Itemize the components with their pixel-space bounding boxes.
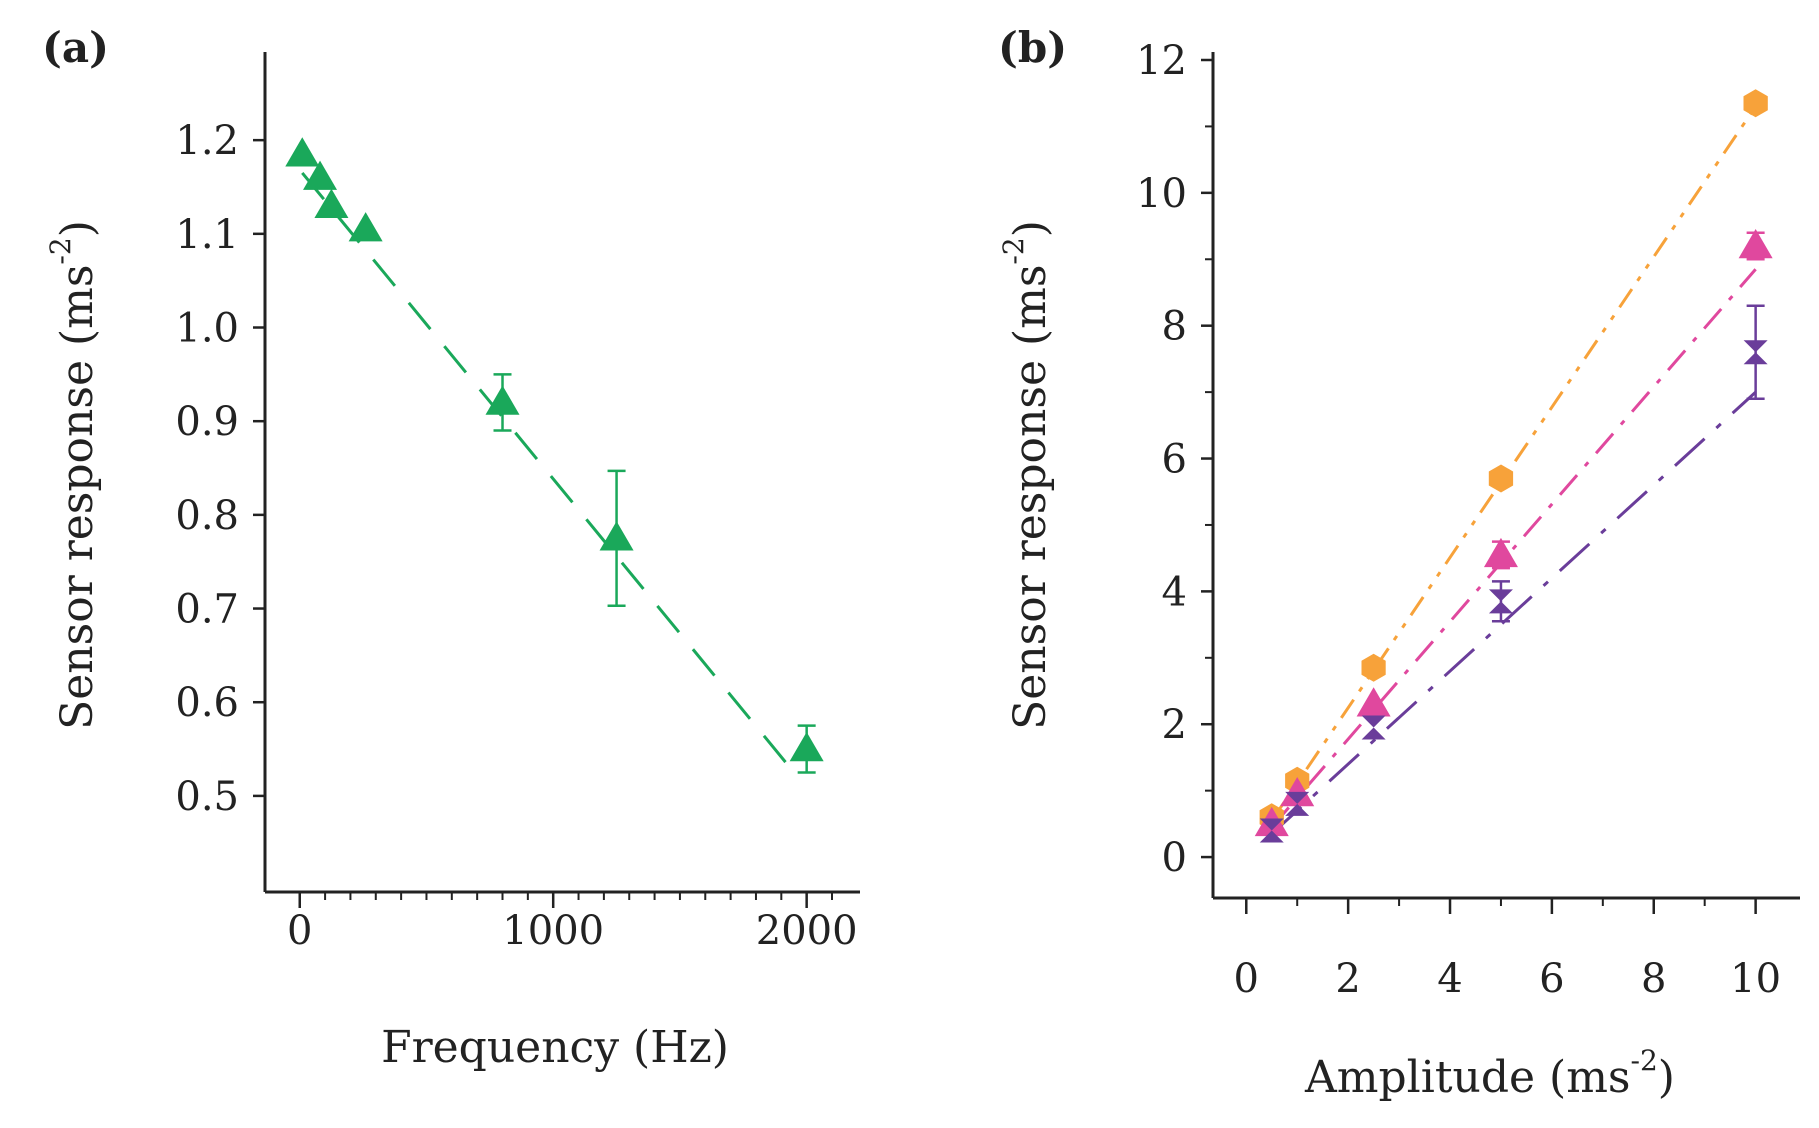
panel-b-fit-line-2 — [1270, 391, 1757, 835]
panel-b-x-tick-label: 8 — [1641, 956, 1666, 1002]
panel-b-y-tick-label: 4 — [1162, 569, 1187, 615]
panel-b-y-tick-label: 10 — [1136, 171, 1187, 217]
panel-a-ticks: 0.5 0.6 0.7 0.8 0.9 1.0 1.1 1.2 0 1000 2000 — [175, 118, 857, 954]
svg-text:Sensor response (ms-2): Sensor response (ms-2) — [997, 220, 1056, 730]
panel-b-x-axis-label-sup: -2 — [1631, 1044, 1658, 1077]
panel-b-y-axis-label-sup: -2 — [997, 237, 1030, 264]
panel-a-x-tick-label: 0 — [287, 908, 312, 954]
panel-b-x-tick-label: 10 — [1730, 956, 1781, 1002]
panel-a-x-tick-label: 1000 — [502, 908, 604, 954]
panel-a-response-point — [303, 160, 338, 190]
panel-a-x-axis-label: Frequency (Hz) — [381, 1022, 729, 1073]
panel-b-fit-line-1 — [1270, 268, 1757, 829]
panel-b-orange-point — [1361, 653, 1386, 682]
panel-a-response-point — [789, 732, 824, 762]
panel-b-purple-point — [1259, 818, 1284, 843]
panel-b-x-axis-label-main: Amplitude (ms — [1304, 1052, 1631, 1103]
panel-b-y-tick-label: 8 — [1162, 304, 1187, 350]
panel-a-y-tick-label: 1.1 — [175, 212, 239, 258]
panel-b-x-tick-label: 2 — [1335, 956, 1360, 1002]
panel-a-fit-lines — [301, 171, 796, 774]
panel-a-response-point — [485, 385, 520, 415]
panel-a-y-axis-label-close: ) — [52, 220, 103, 237]
panel-b-label: (b) — [998, 23, 1067, 72]
panel-b-x-tick-label: 6 — [1539, 956, 1564, 1002]
panel-b-ticks: 0 2 4 6 8 10 12 0 2 4 6 8 10 — [1136, 38, 1781, 1002]
panel-b-y-tick-label: 12 — [1136, 38, 1187, 84]
panel-a-label: (a) — [42, 23, 109, 72]
panel-a-response-point — [314, 188, 349, 218]
panel-a-y-axis-label: Sensor response (ms-2) — [44, 220, 103, 730]
panel-b-orange-point — [1488, 464, 1514, 493]
panel-b-y-axis-label-close: ) — [1005, 220, 1056, 237]
panel-a-y-tick-label: 0.8 — [175, 493, 239, 539]
panel-b-y-axis-label-main: Sensor response (ms — [1005, 265, 1056, 730]
panel-b-y-tick-label: 0 — [1162, 835, 1187, 881]
panel-a-y-tick-label: 1.2 — [175, 118, 239, 164]
panel-b-pink-point — [1738, 228, 1773, 259]
panel-a-y-tick-label: 0.9 — [175, 399, 239, 445]
panel-b-x-tick-label: 4 — [1437, 956, 1462, 1002]
panel-b-x-axis-label: Amplitude (ms-2) — [1304, 1044, 1675, 1103]
panel-a-response-point — [285, 137, 320, 167]
svg-text:Sensor response (ms-2): Sensor response (ms-2) — [44, 220, 103, 730]
panel-b-pink-point — [1280, 776, 1315, 807]
panel-b-purple-point — [1488, 589, 1513, 614]
panel-b-y-tick-label: 2 — [1162, 702, 1187, 748]
panel-a-y-tick-label: 1.0 — [175, 306, 239, 352]
panel-a-y-tick-label: 0.5 — [175, 774, 239, 820]
panel-b-x-tick-label: 0 — [1234, 956, 1259, 1002]
panel-a-chart: (a) 0.5 0.6 0.7 0.8 0.9 1.0 1.1 1.2 0 1000 2000 Fr… — [42, 23, 860, 1073]
panel-b-y-axis-label: Sensor response (ms-2) — [997, 220, 1056, 730]
panel-a-y-axis-label-sup: -2 — [44, 237, 77, 264]
panel-a-data-marks — [285, 137, 824, 774]
svg-text:Amplitude (ms-2): Amplitude (ms-2) — [1304, 1044, 1675, 1103]
panel-b-y-tick-label: 6 — [1162, 437, 1187, 483]
panel-b-fit-line-0 — [1270, 105, 1757, 822]
panel-b-pink-point — [1483, 537, 1518, 568]
panel-b-data-marks — [1254, 89, 1773, 843]
panel-a-response-point — [348, 212, 383, 242]
panel-a-response-point — [599, 521, 634, 551]
panel-b-purple-point — [1743, 340, 1768, 365]
panel-b-fit-lines — [1270, 105, 1757, 835]
panel-a-x-tick-label: 2000 — [756, 908, 858, 954]
panel-b-orange-point — [1743, 89, 1768, 118]
panel-a-y-axis-label-main: Sensor response (ms — [52, 265, 103, 730]
panel-a-fit-line-0 — [301, 171, 796, 774]
panel-b-purple-point — [1285, 791, 1310, 816]
panel-b-x-axis-label-close: ) — [1658, 1052, 1675, 1103]
panel-a-y-tick-label: 0.7 — [175, 587, 239, 633]
panel-b-pink-point — [1356, 687, 1391, 717]
panel-b-purple-point — [1361, 715, 1386, 740]
panel-a-y-tick-label: 0.6 — [175, 680, 239, 726]
